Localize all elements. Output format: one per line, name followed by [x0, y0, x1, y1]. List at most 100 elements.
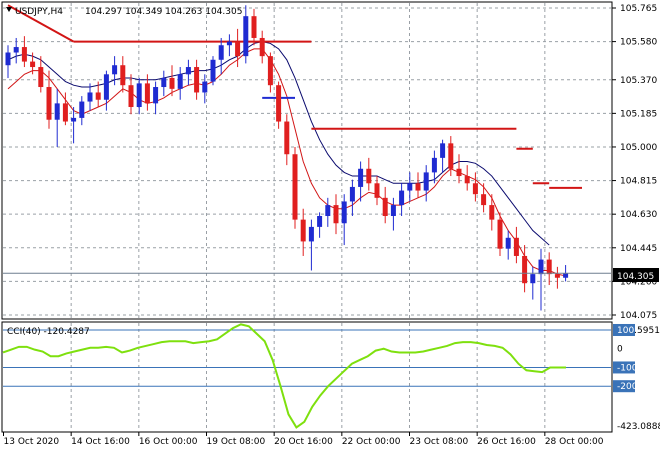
candle-body [243, 16, 249, 57]
candle [210, 56, 216, 86]
collapse-triangle-icon [6, 7, 12, 12]
candle [464, 165, 470, 191]
candle [440, 139, 446, 173]
candle-body [440, 143, 446, 158]
candle-body [62, 103, 68, 122]
candle-body [530, 274, 536, 284]
cci-grid [70, 323, 546, 431]
candle-body [153, 87, 159, 104]
candle [218, 37, 224, 75]
candle-body [300, 219, 306, 242]
candle [423, 165, 429, 202]
candle [185, 59, 191, 86]
price-tick-label: 104.630 [620, 210, 657, 220]
candle-body [21, 47, 27, 62]
candle [448, 136, 454, 177]
price-tick-label: 104.815 [620, 177, 657, 187]
time-tick-label: 20 Oct 16:00 [274, 437, 333, 447]
time-tick-label: 13 Oct 2020 [4, 437, 60, 447]
candle-body [317, 215, 323, 227]
candle [382, 186, 388, 224]
candle [300, 208, 306, 256]
candle [169, 65, 175, 97]
time-axis-ticks: 13 Oct 2020 14 Oct 16:00 16 Oct 00:00 19 Oc… [3, 432, 604, 447]
candle [54, 88, 60, 147]
candle [251, 8, 257, 46]
candle [292, 146, 298, 229]
candle-body [120, 65, 126, 86]
price-tick-label: 105.370 [620, 76, 657, 86]
candle [46, 70, 52, 129]
candle [235, 28, 241, 68]
candle-body [505, 237, 511, 249]
candle-body [390, 205, 396, 216]
candle [177, 67, 183, 100]
candle [407, 172, 413, 202]
candle-body [46, 87, 52, 120]
candle-body [341, 201, 347, 224]
candle-body [71, 117, 77, 122]
candle-body [456, 168, 462, 177]
candle [399, 183, 405, 216]
cci-tick-label: 110.5951 [617, 326, 660, 336]
candle-body [185, 67, 191, 75]
candle-body [235, 41, 241, 57]
candle [194, 59, 200, 100]
candle [259, 30, 265, 64]
candle-body [30, 61, 36, 68]
candle-body [54, 103, 60, 120]
candle-body [448, 143, 454, 169]
candle [21, 36, 27, 68]
candle [546, 252, 552, 286]
price-axis-ticks: 105.765 105.580 105.370 105.185 105.000 104.8… [612, 4, 657, 321]
candle-body [259, 37, 265, 57]
candle-body [325, 205, 331, 216]
price-tick-label: 105.000 [620, 143, 657, 153]
candle-body [481, 194, 487, 206]
candle [103, 70, 109, 111]
candle-body [464, 176, 470, 184]
candle [243, 5, 249, 64]
time-tick-label: 23 Oct 08:00 [410, 437, 469, 447]
candle [87, 83, 93, 111]
symbol-label: USDJPY,H4 [15, 7, 63, 17]
candle-body [210, 59, 216, 82]
candle-body [267, 56, 273, 86]
cci-line [2, 323, 566, 429]
cci-tick-label: -423.0888 [617, 422, 660, 432]
time-tick-label: 19 Oct 08:00 [207, 437, 266, 447]
candle [128, 74, 134, 115]
candles [5, 5, 569, 311]
cci-level-marker [613, 380, 635, 393]
candle [489, 194, 495, 231]
candle-body [407, 183, 413, 191]
candle [431, 150, 437, 184]
candle-body [333, 205, 339, 224]
candle-body [358, 168, 364, 187]
candle [456, 154, 462, 184]
candle [349, 179, 355, 216]
candle-body [79, 101, 85, 118]
candle-body [489, 205, 495, 220]
candle [513, 226, 519, 264]
candle-body [349, 186, 355, 202]
time-tick-label: 22 Oct 00:00 [342, 437, 401, 447]
candle-body [399, 190, 405, 206]
candle-body [103, 74, 109, 100]
price-tick-label: 104.260 [620, 277, 657, 287]
candle-body [38, 67, 44, 88]
candle-body [144, 83, 150, 104]
candle [226, 34, 232, 57]
candle-body [382, 197, 388, 216]
candle [358, 161, 364, 202]
stop-line-segment [7, 4, 75, 43]
candle-body [284, 121, 290, 155]
time-tick-label: 14 Oct 16:00 [71, 437, 130, 447]
candle [276, 81, 282, 129]
candle [374, 176, 380, 206]
candle-body [472, 183, 478, 195]
price-tick-label: 104.445 [620, 244, 657, 254]
